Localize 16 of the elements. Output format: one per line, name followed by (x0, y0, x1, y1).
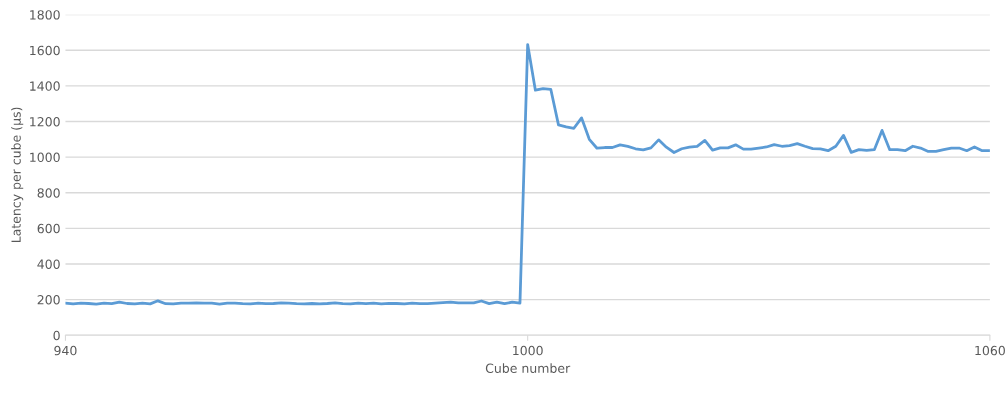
y-tick-label: 800 (37, 188, 60, 198)
y-tick-label: 1000 (30, 152, 60, 163)
x-tick-label: 1060 (975, 345, 1005, 356)
y-tick-label: 1400 (30, 81, 60, 91)
x-tick-label: 940 (54, 345, 77, 356)
y-tick-label: 200 (37, 295, 60, 305)
y-tick-label: 400 (37, 259, 60, 269)
line-series (65, 43, 990, 306)
y-axis-title: Latency per cube (µs) (11, 107, 24, 243)
y-tick-label: 1200 (30, 116, 60, 127)
y-tick-label: 600 (37, 223, 60, 234)
x-tick-label: 1000 (513, 345, 543, 356)
y-tick-label: 0 (53, 330, 60, 341)
y-tick-label: 1600 (30, 45, 60, 56)
x-axis-title: Cube number (485, 363, 571, 373)
y-tick-label: 1800 (30, 10, 60, 20)
